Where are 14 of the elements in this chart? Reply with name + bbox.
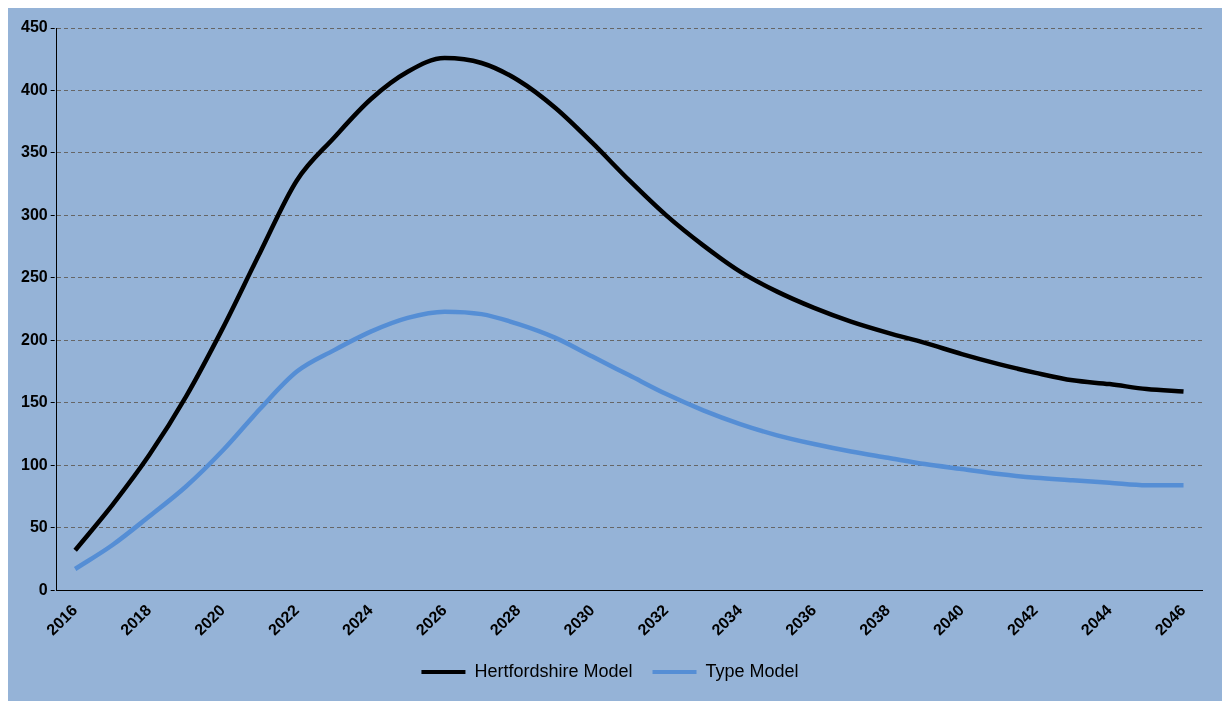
y-tick-label: 400: [20, 80, 48, 98]
y-tick-label: 200: [20, 330, 48, 348]
y-tick-label: 100: [20, 455, 48, 473]
line-series: [72, 55, 1186, 553]
y-tick-label: 300: [20, 205, 48, 223]
line-series: [72, 309, 1186, 572]
legend-label: Type Model: [705, 660, 799, 681]
y-tick-label: 450: [20, 18, 48, 36]
y-tick-label: 0: [38, 580, 48, 598]
y-tick-label: 250: [20, 268, 48, 286]
y-tick-label: 350: [20, 143, 48, 161]
y-tick-label: 150: [20, 393, 48, 411]
y-tick-label: 50: [29, 518, 48, 536]
legend-label: Hertfordshire Model: [474, 660, 633, 681]
